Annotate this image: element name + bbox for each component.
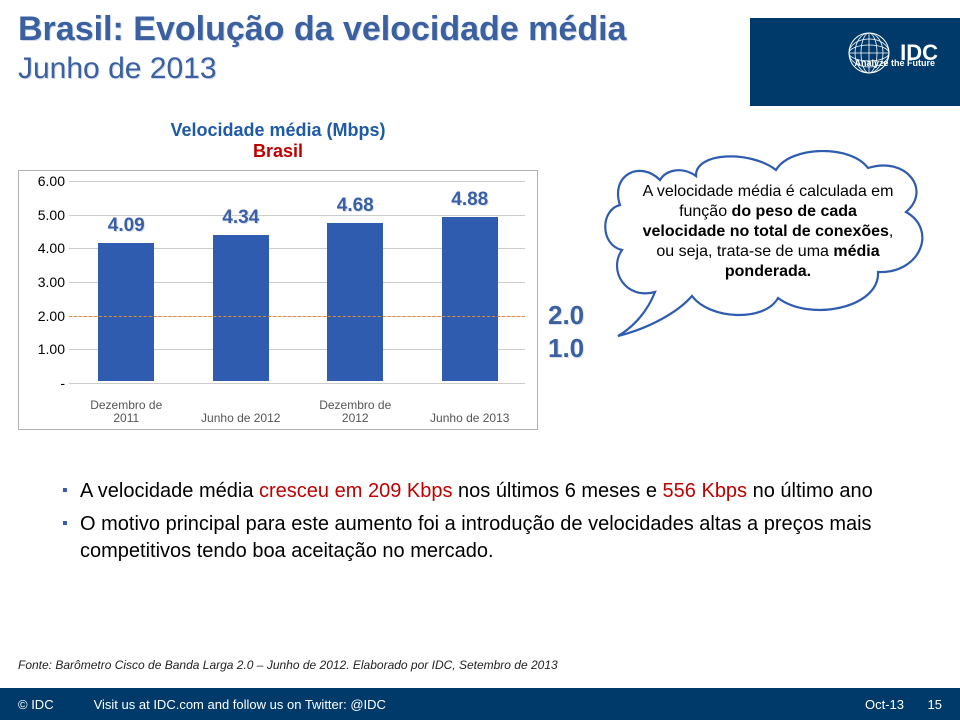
page-subtitle: Junho de 2013 — [18, 52, 217, 86]
y-tick-label: 6.00 — [9, 173, 65, 189]
footer-page: 15 — [928, 697, 942, 712]
gridline — [69, 383, 525, 384]
logo-tagline: Analyze the Future — [854, 58, 935, 68]
x-category-label: Dezembro de 2012 — [305, 399, 405, 425]
page-title: Brasil: Evolução da velocidade média — [18, 10, 626, 49]
bullet-list: A velocidade média cresceu em 209 Kbps n… — [62, 478, 892, 571]
y-tick-label: 1.00 — [9, 341, 65, 357]
footer-copyright: © IDC — [18, 697, 54, 712]
secondary-axis-label-1: 1.0 — [548, 333, 584, 364]
x-category-label: Dezembro de 2011 — [76, 399, 176, 425]
y-tick-label: 2.00 — [9, 308, 65, 324]
footer-bar: © IDC Visit us at IDC.com and follow us … — [0, 688, 960, 720]
x-category-label: Junho de 2013 — [420, 412, 520, 425]
y-tick-label: - — [9, 375, 65, 391]
y-tick-label: 3.00 — [9, 274, 65, 290]
bar-value-label: 4.68 — [300, 195, 410, 217]
bullet-item: A velocidade média cresceu em 209 Kbps n… — [62, 478, 892, 505]
idc-logo: IDC — [846, 30, 938, 76]
bar — [213, 235, 269, 381]
y-tick-label: 4.00 — [9, 240, 65, 256]
x-category-label: Junho de 2012 — [191, 412, 291, 425]
footer-visit: Visit us at IDC.com and follow us on Twi… — [94, 697, 386, 712]
bar — [98, 243, 154, 381]
bar-value-label: 4.88 — [415, 189, 525, 211]
chart-title-line1: Velocidade média (Mbps) — [18, 120, 538, 141]
bar — [327, 223, 383, 381]
y-tick-label: 5.00 — [9, 207, 65, 223]
footer-date: Oct-13 — [865, 697, 904, 712]
reference-line — [69, 316, 525, 317]
chart-title: Velocidade média (Mbps) Brasil — [18, 120, 538, 162]
bar-value-label: 4.34 — [186, 207, 296, 229]
globe-icon — [846, 30, 892, 76]
chart-title-line2: Brasil — [18, 141, 538, 162]
bullet-item: O motivo principal para este aumento foi… — [62, 511, 892, 565]
secondary-axis-label-0: 2.0 — [548, 300, 584, 331]
bar — [442, 217, 498, 381]
chart-plot-area: 4.09Dezembro de 20114.34Junho de 20124.6… — [69, 181, 525, 381]
bar-chart: -1.002.003.004.005.006.00 4.09Dezembro d… — [18, 170, 538, 430]
callout-text: A velocidade média é calculada em função… — [618, 172, 918, 292]
bar-value-label: 4.09 — [71, 215, 181, 237]
source-text: Fonte: Barômetro Cisco de Banda Larga 2.… — [18, 658, 558, 672]
